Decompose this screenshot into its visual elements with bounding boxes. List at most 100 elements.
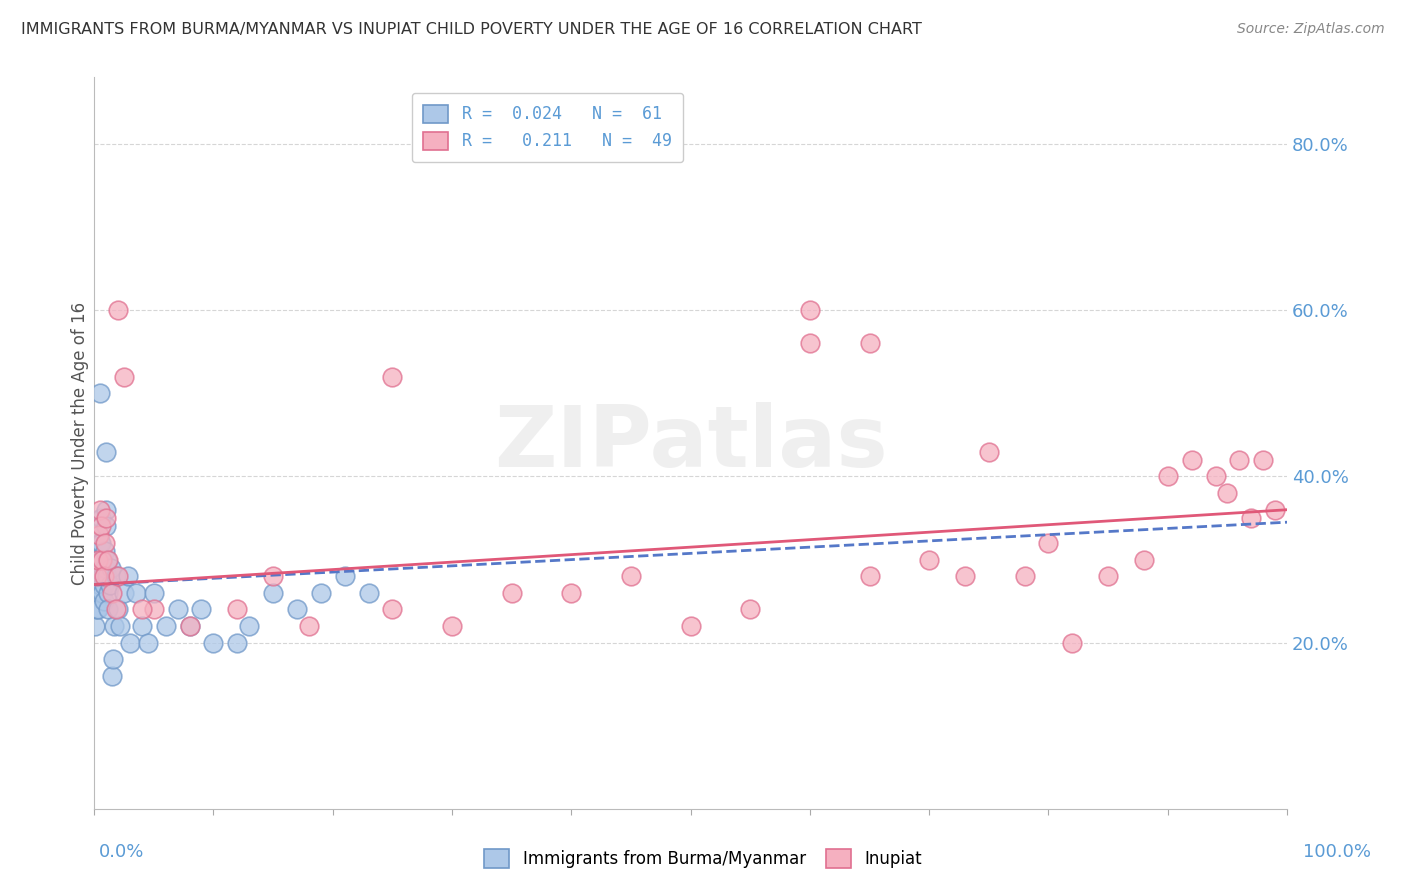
- Point: [1157, 469, 1180, 483]
- Point: [357, 586, 380, 600]
- Point: [1227, 453, 1250, 467]
- Point: [97, 552, 120, 566]
- Point: [1014, 569, 1036, 583]
- Point: [104, 569, 127, 583]
- Point: [104, 602, 127, 616]
- Point: [1205, 469, 1227, 483]
- Point: [381, 369, 404, 384]
- Point: [93, 569, 115, 583]
- Point: [90, 536, 112, 550]
- Point: [107, 303, 129, 318]
- Legend: R =  0.024   N =  61, R =   0.211   N =  49: R = 0.024 N = 61, R = 0.211 N = 49: [412, 93, 683, 162]
- Point: [107, 602, 129, 616]
- Point: [155, 619, 177, 633]
- Point: [89, 577, 111, 591]
- Point: [87, 527, 110, 541]
- Point: [91, 552, 114, 566]
- Point: [86, 552, 108, 566]
- Point: [84, 586, 107, 600]
- Point: [87, 552, 110, 566]
- Point: [86, 586, 108, 600]
- Point: [262, 569, 284, 583]
- Point: [94, 544, 117, 558]
- Point: [87, 527, 110, 541]
- Text: 100.0%: 100.0%: [1303, 843, 1371, 861]
- Point: [89, 386, 111, 401]
- Point: [226, 602, 249, 616]
- Point: [84, 602, 107, 616]
- Point: [131, 619, 153, 633]
- Point: [110, 619, 132, 633]
- Point: [94, 536, 117, 550]
- Point: [226, 636, 249, 650]
- Point: [98, 577, 121, 591]
- Text: IMMIGRANTS FROM BURMA/MYANMAR VS INUPIAT CHILD POVERTY UNDER THE AGE OF 16 CORRE: IMMIGRANTS FROM BURMA/MYANMAR VS INUPIAT…: [21, 22, 922, 37]
- Point: [97, 586, 120, 600]
- Point: [89, 502, 111, 516]
- Point: [94, 561, 117, 575]
- Point: [262, 586, 284, 600]
- Point: [1240, 511, 1263, 525]
- Point: [977, 444, 1000, 458]
- Point: [190, 602, 212, 616]
- Point: [131, 602, 153, 616]
- Point: [238, 619, 260, 633]
- Point: [90, 511, 112, 525]
- Point: [101, 669, 124, 683]
- Point: [84, 577, 107, 591]
- Text: Source: ZipAtlas.com: Source: ZipAtlas.com: [1237, 22, 1385, 37]
- Point: [298, 619, 321, 633]
- Point: [96, 552, 118, 566]
- Point: [91, 586, 114, 600]
- Point: [94, 519, 117, 533]
- Text: ZIPatlas: ZIPatlas: [494, 401, 887, 484]
- Point: [679, 619, 702, 633]
- Point: [179, 619, 201, 633]
- Point: [1251, 453, 1274, 467]
- Point: [112, 586, 135, 600]
- Point: [103, 652, 125, 666]
- Point: [125, 586, 148, 600]
- Point: [118, 636, 141, 650]
- Text: 0.0%: 0.0%: [98, 843, 143, 861]
- Point: [91, 569, 114, 583]
- Point: [96, 569, 118, 583]
- Point: [100, 561, 122, 575]
- Legend: Immigrants from Burma/Myanmar, Inupiat: Immigrants from Burma/Myanmar, Inupiat: [478, 843, 928, 875]
- Point: [86, 602, 108, 616]
- Point: [91, 552, 114, 566]
- Point: [333, 569, 356, 583]
- Point: [87, 569, 110, 583]
- Point: [86, 569, 108, 583]
- Point: [94, 502, 117, 516]
- Point: [94, 444, 117, 458]
- Point: [440, 619, 463, 633]
- Point: [799, 303, 821, 318]
- Point: [1181, 453, 1204, 467]
- Point: [858, 336, 880, 351]
- Point: [86, 586, 108, 600]
- Point: [86, 569, 108, 583]
- Y-axis label: Child Poverty Under the Age of 16: Child Poverty Under the Age of 16: [72, 301, 89, 585]
- Point: [953, 569, 976, 583]
- Point: [1133, 552, 1156, 566]
- Point: [166, 602, 188, 616]
- Point: [1038, 536, 1060, 550]
- Point: [1264, 502, 1286, 516]
- Point: [620, 569, 643, 583]
- Point: [86, 552, 108, 566]
- Point: [285, 602, 308, 616]
- Point: [309, 586, 332, 600]
- Point: [142, 602, 165, 616]
- Point: [799, 336, 821, 351]
- Point: [381, 602, 404, 616]
- Point: [202, 636, 225, 650]
- Point: [86, 569, 108, 583]
- Point: [740, 602, 762, 616]
- Point: [89, 536, 111, 550]
- Point: [501, 586, 523, 600]
- Point: [858, 569, 880, 583]
- Point: [1097, 569, 1119, 583]
- Point: [93, 594, 115, 608]
- Point: [93, 577, 115, 591]
